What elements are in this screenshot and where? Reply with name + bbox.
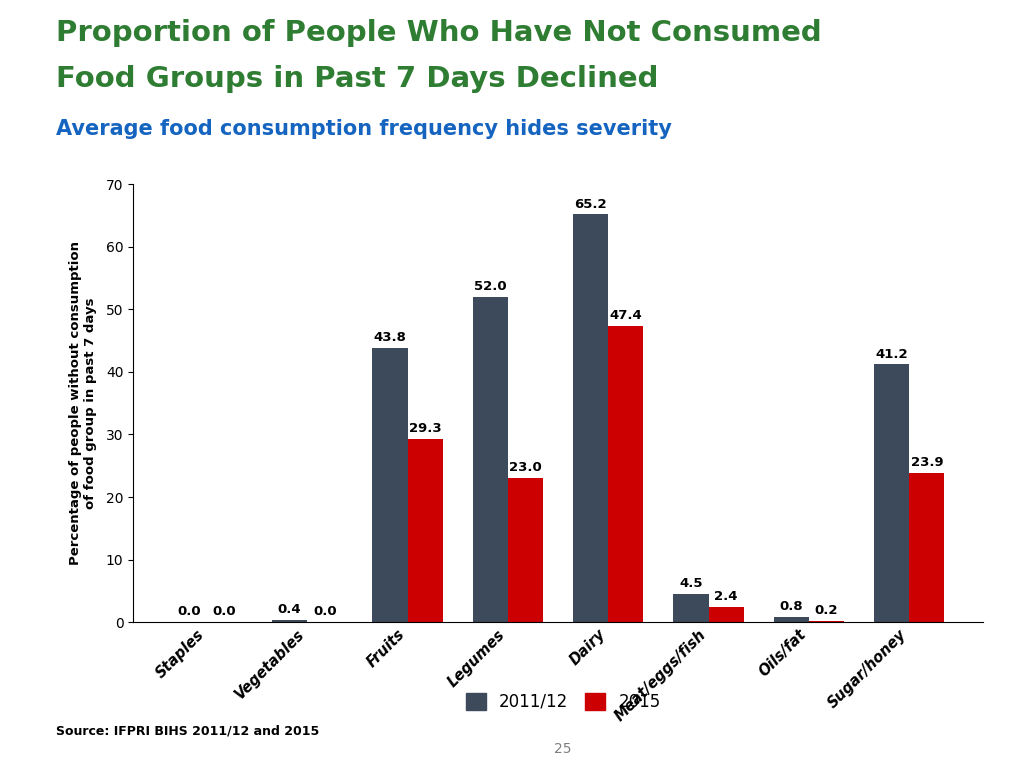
Text: 0.2: 0.2 [815,604,839,617]
Text: 29.3: 29.3 [409,422,441,435]
Text: Food Groups in Past 7 Days Declined: Food Groups in Past 7 Days Declined [56,65,658,93]
Bar [608,326,643,622]
Bar [674,594,709,622]
Bar [473,297,508,622]
Text: 0.0: 0.0 [313,605,337,618]
Text: 0.0: 0.0 [177,605,201,618]
Y-axis label: Percentage of people without consumption
of food group in past 7 days: Percentage of people without consumption… [70,241,97,565]
Bar [774,617,809,622]
Text: 23.9: 23.9 [910,456,943,468]
Text: 0.8: 0.8 [779,601,803,614]
Text: 65.2: 65.2 [574,197,607,210]
Bar [874,365,909,622]
Text: 2.4: 2.4 [715,591,738,604]
Bar [709,607,743,622]
Text: 23.0: 23.0 [509,462,542,475]
Legend: 2011/12, 2015: 2011/12, 2015 [459,686,668,717]
Text: Source: IFPRI BIHS 2011/12 and 2015: Source: IFPRI BIHS 2011/12 and 2015 [56,724,319,737]
Text: 43.8: 43.8 [374,332,407,344]
Bar [272,620,307,622]
Bar [909,472,944,622]
Text: 0.4: 0.4 [278,603,301,616]
Bar [573,214,608,622]
Text: 41.2: 41.2 [876,348,908,361]
Bar [408,439,442,622]
Bar [373,348,408,622]
Text: 47.4: 47.4 [609,309,642,322]
Text: 52.0: 52.0 [474,280,507,293]
Bar [508,478,543,622]
Text: Average food consumption frequency hides severity: Average food consumption frequency hides… [56,119,672,139]
Text: 25: 25 [554,743,572,756]
Bar [809,621,844,622]
Text: 4.5: 4.5 [679,578,702,590]
Text: Proportion of People Who Have Not Consumed: Proportion of People Who Have Not Consum… [56,19,822,47]
Text: 0.0: 0.0 [213,605,237,618]
